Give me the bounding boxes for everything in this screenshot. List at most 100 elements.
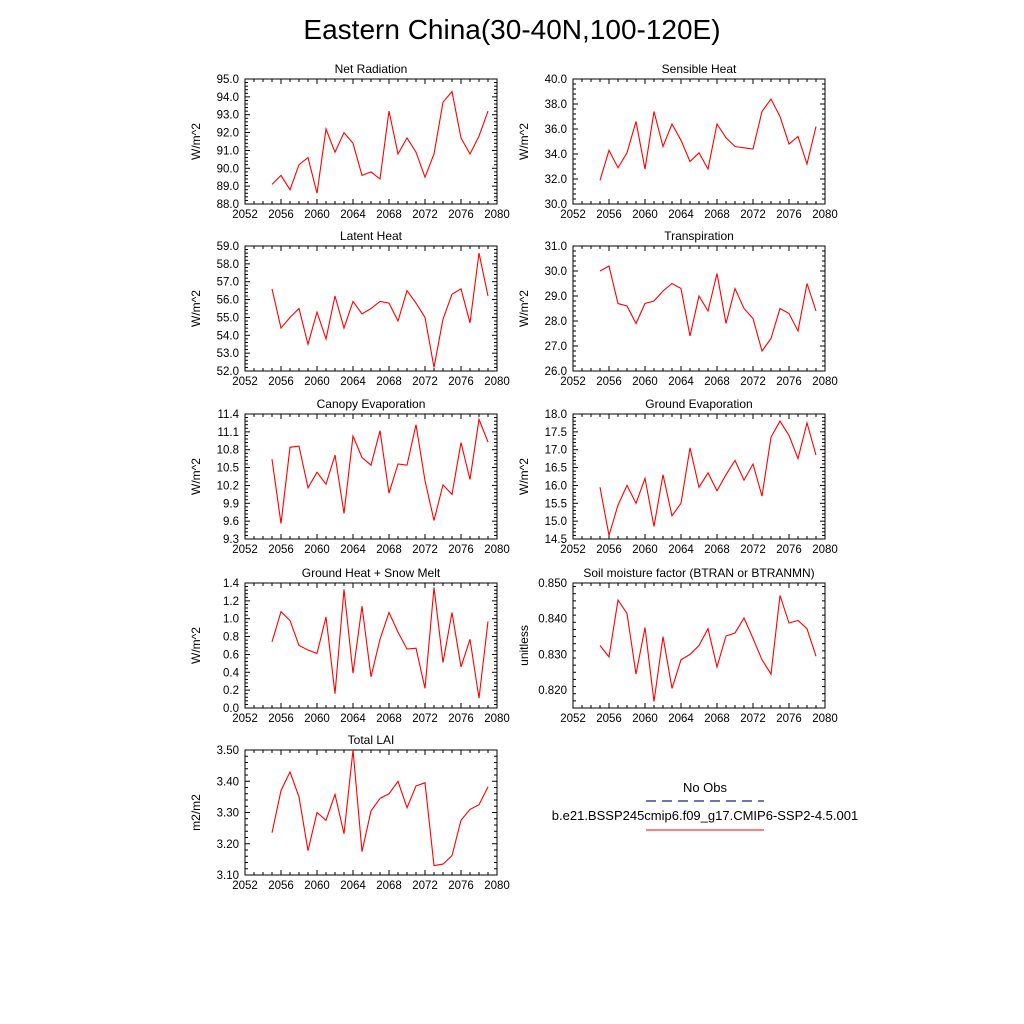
x-tick-label: 2072 <box>740 544 766 556</box>
series-line <box>599 420 817 536</box>
x-tick-label: 2052 <box>232 880 258 892</box>
x-tick-label: 2080 <box>484 880 510 892</box>
y-tick-label: 38.0 <box>545 99 567 111</box>
x-tick-label: 2076 <box>448 544 474 556</box>
y-tick-label: 36.0 <box>545 124 567 136</box>
y-tick-label: 0.8 <box>223 632 239 644</box>
y-tick-label: 95.0 <box>217 74 239 86</box>
x-tick-label: 2076 <box>776 209 802 221</box>
x-tick-label: 2052 <box>560 544 586 556</box>
y-tick-label: 55.0 <box>217 312 239 324</box>
panel-sensible-heat: Sensible Heat W/m^2 2052 2056 2060 2064 2068 20… <box>517 62 838 221</box>
panel-total-lai: Total LAI m2/m2 2052 2056 2060 2064 2068 2072 20… <box>189 733 510 892</box>
panel-title: Ground Heat + Snow Melt <box>302 566 441 580</box>
y-tick-label: 16.5 <box>545 463 567 475</box>
y-tick-label: 10.5 <box>217 463 239 475</box>
y-tick-label: 40.0 <box>545 74 567 86</box>
x-tick-label: 2060 <box>304 376 330 388</box>
panels: Net Radiation W/m^2 2052 2056 2060 2064 2068 20… <box>189 62 838 892</box>
y-tick-label: 9.3 <box>223 534 239 546</box>
x-tick-label: 2052 <box>560 376 586 388</box>
y-tick-label: 3.40 <box>217 776 239 788</box>
y-axis-label: W/m^2 <box>189 123 203 160</box>
y-tick-label: 0.0 <box>223 703 239 715</box>
y-tick-label: 0.2 <box>223 685 239 697</box>
y-tick-label: 88.0 <box>217 199 239 211</box>
x-tick-label: 2080 <box>812 713 838 725</box>
y-tick-label: 9.6 <box>223 516 239 528</box>
x-tick-label: 2072 <box>412 880 438 892</box>
x-tick-label: 2060 <box>304 713 330 725</box>
legend-model-label: b.e21.BSSP245cmip6.f09_g17.CMIP6-SSP2-4.… <box>552 808 858 823</box>
x-tick-label: 2052 <box>560 713 586 725</box>
y-tick-label: 3.30 <box>217 808 239 820</box>
x-tick-label: 2064 <box>340 544 366 556</box>
y-tick-label: 15.0 <box>545 516 567 528</box>
x-tick-label: 2080 <box>484 376 510 388</box>
y-tick-label: 53.0 <box>217 348 239 360</box>
x-tick-label: 2052 <box>232 544 258 556</box>
panel-title: Sensible Heat <box>662 62 737 76</box>
x-tick-label: 2068 <box>376 713 402 725</box>
y-tick-label: 17.0 <box>545 445 567 457</box>
y-tick-label: 29.0 <box>545 291 567 303</box>
x-tick-label: 2056 <box>596 209 622 221</box>
x-tick-label: 2056 <box>268 209 294 221</box>
panel-latent-heat: Latent Heat W/m^2 2052 2056 2060 2064 2068 2072… <box>189 229 510 388</box>
x-tick-label: 2080 <box>484 544 510 556</box>
y-tick-label: 34.0 <box>545 149 567 161</box>
y-tick-label: 0.850 <box>538 578 567 590</box>
x-tick-label: 2076 <box>776 544 802 556</box>
panel-canopy-evaporation: Canopy Evaporation W/m^2 2052 2056 2060 2064 2… <box>189 397 510 556</box>
x-tick-label: 2052 <box>232 376 258 388</box>
y-tick-label: 10.8 <box>217 445 239 457</box>
series-line <box>271 90 489 194</box>
plot-frame <box>244 413 498 540</box>
panel-ground-evaporation: Ground Evaporation W/m^2 2052 2056 2060 2064 2… <box>517 397 838 556</box>
panel-title: Net Radiation <box>335 62 408 76</box>
x-tick-label: 2064 <box>668 376 694 388</box>
y-tick-label: 26.0 <box>545 366 567 378</box>
y-tick-label: 92.0 <box>217 128 239 140</box>
series-line <box>599 265 817 353</box>
y-tick-label: 1.0 <box>223 614 239 626</box>
x-tick-label: 2076 <box>776 376 802 388</box>
y-tick-label: 1.2 <box>223 596 239 608</box>
y-axis-label: W/m^2 <box>517 458 531 495</box>
x-tick-label: 2076 <box>448 209 474 221</box>
y-tick-label: 18.0 <box>545 409 567 421</box>
x-tick-label: 2064 <box>668 209 694 221</box>
x-tick-label: 2076 <box>448 880 474 892</box>
x-tick-label: 2068 <box>376 880 402 892</box>
y-tick-label: 16.0 <box>545 480 567 492</box>
x-tick-label: 2072 <box>412 713 438 725</box>
y-tick-label: 59.0 <box>217 241 239 253</box>
x-tick-label: 2068 <box>376 544 402 556</box>
x-tick-label: 2056 <box>268 713 294 725</box>
y-tick-label: 17.5 <box>545 427 567 439</box>
y-tick-label: 3.50 <box>217 745 239 757</box>
legend-obs-label: No Obs <box>683 780 728 795</box>
y-tick-label: 10.2 <box>217 480 239 492</box>
y-tick-label: 28.0 <box>545 316 567 328</box>
x-tick-label: 2060 <box>304 209 330 221</box>
x-tick-label: 2068 <box>704 544 730 556</box>
plot-frame <box>572 245 826 372</box>
y-tick-label: 0.820 <box>538 685 567 697</box>
x-tick-label: 2056 <box>268 376 294 388</box>
x-tick-label: 2056 <box>596 544 622 556</box>
x-tick-label: 2060 <box>632 544 658 556</box>
legend: No Obs b.e21.BSSP245cmip6.f09_g17.CMIP6-… <box>552 780 858 831</box>
x-tick-label: 2080 <box>812 544 838 556</box>
y-tick-label: 3.20 <box>217 839 239 851</box>
x-tick-label: 2072 <box>412 544 438 556</box>
x-tick-label: 2080 <box>484 209 510 221</box>
x-tick-label: 2072 <box>740 209 766 221</box>
y-tick-label: 90.0 <box>217 163 239 175</box>
x-tick-label: 2076 <box>448 713 474 725</box>
y-tick-label: 11.4 <box>217 409 239 421</box>
y-tick-label: 52.0 <box>217 366 239 378</box>
series-line <box>599 97 817 181</box>
series-line <box>271 252 489 368</box>
